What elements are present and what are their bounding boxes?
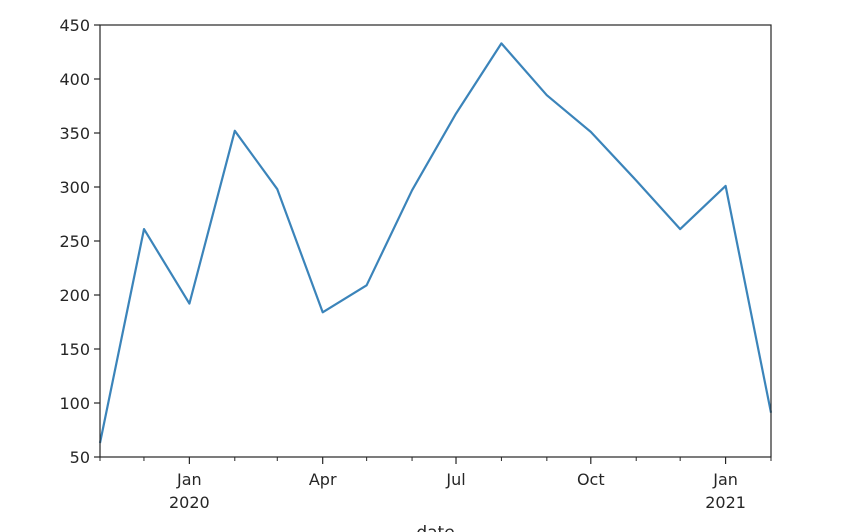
y-tick-label: 200 [59,286,90,305]
y-tick-label: 250 [59,232,90,251]
series-line [98,42,773,444]
x-tick-label: Oct [577,470,605,489]
y-tick-label: 450 [59,16,90,35]
x-axis-label: date [416,523,454,532]
y-tick-label: 300 [59,178,90,197]
y-tick-label: 150 [59,340,90,359]
y-tick-label: 400 [59,70,90,89]
x-tick-label: Jul [445,470,465,489]
x-tick-label: Apr [309,470,337,489]
x-tick-label: Jan [176,470,202,489]
y-tick-label: 350 [59,124,90,143]
x-tick-sublabel: 2021 [705,493,746,512]
plot-frame [99,24,772,458]
y-tick-label: 50 [70,448,90,467]
x-tick-sublabel: 2020 [169,493,210,512]
plot-area: Jan 2020 Apr Jul Oct Jan 2021 50 100 150 200 250 300… [59,16,773,532]
y-tick-label: 100 [59,394,90,413]
x-tick-label: Jan [712,470,738,489]
